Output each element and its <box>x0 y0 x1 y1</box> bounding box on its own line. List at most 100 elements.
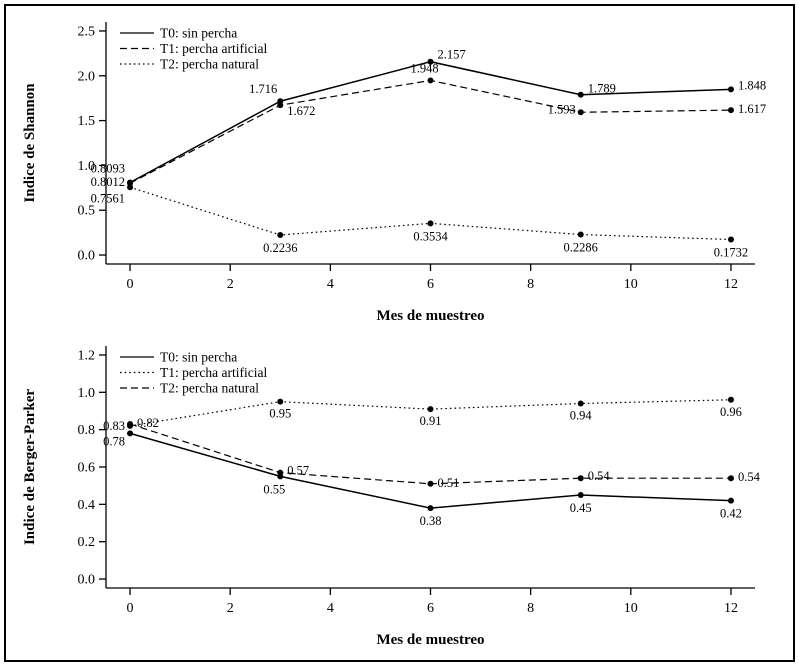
x-tick-label: 2 <box>227 601 234 616</box>
data-point <box>727 236 734 243</box>
y-tick-label: 1.0 <box>78 159 96 174</box>
data-point-label: 0.82 <box>137 416 159 430</box>
data-point <box>577 231 584 238</box>
y-tick-label: 1.0 <box>78 386 96 401</box>
data-point-label: 1.716 <box>249 82 277 96</box>
data-point <box>277 398 284 405</box>
data-point <box>277 469 284 476</box>
x-tick-label: 10 <box>624 277 638 292</box>
data-point-label: 0.83 <box>103 419 125 433</box>
berger-parker-chart-svg: 0.0 0.2 0.4 0.6 0.8 1.0 1.2 0 2 4 6 8 10 12 Indice de … <box>22 346 761 648</box>
series-line-T1 <box>129 399 731 427</box>
data-point <box>727 396 734 403</box>
x-tick-label: 0 <box>127 277 134 292</box>
y-tick-label: 2.0 <box>78 69 96 84</box>
data-point <box>277 231 284 238</box>
shannon-chart: 0.0 0.5 1.0 1.5 2.0 2.5 0 2 4 6 8 10 12 Indice de Sha… <box>8 8 793 332</box>
data-point-label: 0.8093 <box>91 161 125 175</box>
data-point-label: 1.617 <box>738 102 766 116</box>
data-point-label: 0.7561 <box>91 191 125 205</box>
y-tick-label: 0.5 <box>78 204 96 219</box>
data-point-label: 0.57 <box>287 464 309 478</box>
data-point-label: 0.42 <box>720 507 742 521</box>
data-point-label: 0.8012 <box>91 175 125 189</box>
data-point-label: 1.672 <box>287 104 315 118</box>
legend-label: T2: percha natural <box>160 57 259 72</box>
y-tick-label: 0.6 <box>78 461 96 476</box>
shannon-x-axis-title: Mes de muestreo <box>376 308 484 324</box>
data-point <box>427 480 434 487</box>
data-point-label: 1.593 <box>548 102 576 116</box>
data-point <box>427 220 434 227</box>
x-tick-label: 4 <box>327 277 334 292</box>
legend-label: T0: sin percha <box>160 350 237 365</box>
x-tick-label: 0 <box>127 601 134 616</box>
data-point-label: 1.948 <box>410 61 438 75</box>
x-tick-label: 6 <box>427 277 434 292</box>
series-line-T0 <box>129 432 731 509</box>
data-point-label: 2.157 <box>438 48 466 62</box>
legend-label: T2: percha natural <box>160 381 259 396</box>
data-point-label: 0.55 <box>263 482 285 496</box>
data-point-label: 0.51 <box>438 476 460 490</box>
data-point <box>127 430 134 437</box>
data-point <box>727 107 734 114</box>
x-tick-label: 12 <box>724 277 738 292</box>
y-tick-label: 0.0 <box>78 249 96 264</box>
data-point <box>127 421 134 428</box>
shannon-y-axis-title: Indice de Shannon <box>22 83 38 203</box>
data-point <box>727 475 734 482</box>
berger-parker-x-axis-title: Mes de muestreo <box>376 632 484 648</box>
x-tick-label: 6 <box>427 601 434 616</box>
x-tick-label: 8 <box>527 601 534 616</box>
data-point <box>577 109 584 116</box>
berger-parker-y-axis-title: Indice de Berger-Parker <box>22 389 38 545</box>
data-point-label: 0.96 <box>720 405 742 419</box>
data-point-label: 0.3534 <box>413 229 448 243</box>
data-point <box>427 505 434 512</box>
series-line-T1 <box>129 79 731 184</box>
data-point <box>427 58 434 65</box>
y-tick-label: 0.2 <box>78 535 96 550</box>
data-point-label: 0.54 <box>588 469 611 483</box>
data-point <box>277 102 284 109</box>
data-point <box>577 492 584 499</box>
figure-frame: 0.0 0.5 1.0 1.5 2.0 2.5 0 2 4 6 8 10 12 Indice de Sha… <box>4 4 795 662</box>
data-point-label: 0.38 <box>420 514 442 528</box>
x-tick-label: 2 <box>227 277 234 292</box>
data-point-label: 1.848 <box>738 78 766 92</box>
data-point-label: 0.95 <box>269 407 291 421</box>
series-line-T2 <box>129 423 731 485</box>
y-tick-label: 0.8 <box>78 423 96 438</box>
data-point <box>727 86 734 93</box>
x-tick-label: 10 <box>624 601 638 616</box>
data-point <box>577 400 584 407</box>
x-tick-label: 4 <box>327 601 334 616</box>
data-point-label: 1.789 <box>588 82 616 96</box>
data-point-label: 0.1732 <box>714 246 748 260</box>
legend-label: T0: sin percha <box>160 26 237 41</box>
x-tick-label: 12 <box>724 601 738 616</box>
data-point-label: 0.2286 <box>564 241 598 255</box>
data-point <box>427 77 434 84</box>
y-tick-label: 0.0 <box>78 573 96 588</box>
legend-label: T1: percha artificial <box>160 365 267 380</box>
data-point <box>577 91 584 98</box>
berger-parker-chart: 0.0 0.2 0.4 0.6 0.8 1.0 1.2 0 2 4 6 8 10 12 Indice de … <box>8 332 793 656</box>
legend-label: T1: percha artificial <box>160 41 267 56</box>
data-point <box>577 475 584 482</box>
y-tick-label: 1.2 <box>78 348 96 363</box>
shannon-chart-svg: 0.0 0.5 1.0 1.5 2.0 2.5 0 2 4 6 8 10 12 Indice de Sha… <box>22 22 766 324</box>
data-point-label: 0.91 <box>420 414 442 428</box>
data-point-label: 0.45 <box>570 501 592 515</box>
y-tick-label: 2.5 <box>78 24 96 39</box>
data-point <box>127 184 134 191</box>
data-point-label: 0.2236 <box>263 241 297 255</box>
y-tick-label: 0.4 <box>78 498 96 513</box>
data-point-label: 0.78 <box>103 434 125 448</box>
y-tick-label: 1.5 <box>78 114 96 129</box>
x-tick-label: 8 <box>527 277 534 292</box>
data-point-label: 0.54 <box>738 470 761 484</box>
data-point <box>427 406 434 413</box>
data-point-label: 0.94 <box>570 409 593 423</box>
